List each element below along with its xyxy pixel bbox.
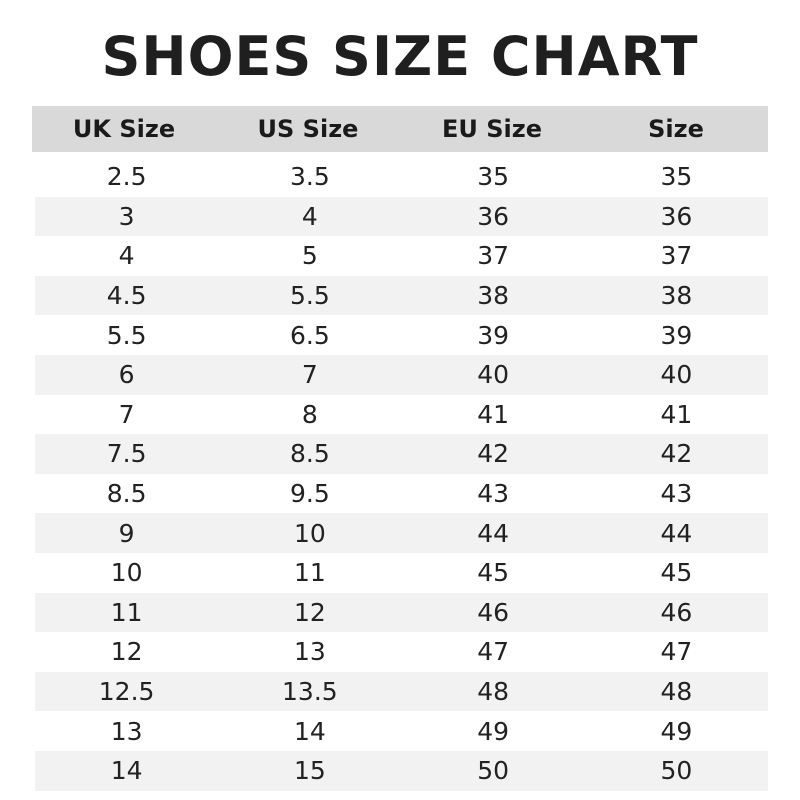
table-cell: 47 [660, 637, 693, 667]
table-cell: 44 [660, 518, 693, 548]
table-cell: 6.5 [289, 320, 330, 350]
table-row: 2.5 3.5 35 35 [35, 157, 768, 197]
table-cell: 45 [477, 558, 510, 588]
table-row: 4 5 37 37 [35, 236, 768, 276]
table-cell: 36 [477, 201, 510, 231]
table-cell: 13.5 [282, 677, 338, 707]
table-cell: 2.5 [106, 162, 147, 192]
table-row: 11 12 46 46 [35, 592, 768, 633]
table-cell: 40 [660, 360, 693, 390]
table-cell: 41 [477, 399, 510, 429]
table-row: 12.5 13.5 48 48 [35, 671, 768, 712]
table-cell: 9.5 [289, 479, 330, 509]
table-cell: 8 [301, 399, 318, 429]
table-row: 13 14 49 49 [35, 711, 768, 751]
table-row: 3 4 36 36 [35, 196, 768, 237]
table-row: 6 7 40 40 [35, 354, 768, 395]
table-cell: 8.5 [289, 439, 330, 469]
table-cell: 6 [118, 360, 135, 390]
table-cell: 7.5 [106, 439, 147, 469]
size-chart-table: UK Size US Size EU Size Size 2.5 3.5 35 35 3… [32, 106, 768, 791]
table-cell: 14 [110, 756, 143, 786]
table-cell: 5.5 [106, 320, 147, 350]
table-cell: 4.5 [106, 281, 147, 311]
table-cell: 36 [660, 201, 693, 231]
page-title: SHOES SIZE CHART [101, 25, 699, 88]
table-cell: 42 [477, 439, 510, 469]
table-row: 8.5 9.5 43 43 [35, 474, 768, 514]
table-cell: 3 [118, 201, 135, 231]
table-cell: 46 [477, 597, 510, 627]
column-header: UK Size [72, 115, 176, 143]
table-row: 7 8 41 41 [35, 395, 768, 435]
table-cell: 4 [301, 201, 318, 231]
table-cell: 35 [660, 162, 693, 192]
table-cell: 39 [660, 320, 693, 350]
table-row: 4.5 5.5 38 38 [35, 275, 768, 316]
table-row: 9 10 44 44 [35, 513, 768, 553]
table-cell: 45 [660, 558, 693, 588]
table-cell: 10 [110, 558, 143, 588]
table-cell: 5.5 [289, 281, 330, 311]
table-row: 10 11 45 45 [35, 553, 768, 593]
table-cell: 49 [477, 716, 510, 746]
table-cell: 7 [301, 360, 318, 390]
table-cell: 44 [477, 518, 510, 548]
table-cell: 5 [301, 241, 318, 271]
table-cell: 41 [660, 399, 693, 429]
table-cell: 9 [118, 518, 135, 548]
table-cell: 46 [660, 597, 693, 627]
table-cell: 50 [660, 756, 693, 786]
table-cell: 47 [477, 637, 510, 667]
table-cell: 4 [118, 241, 135, 271]
table-cell: 49 [660, 716, 693, 746]
table-cell: 13 [110, 716, 143, 746]
table-cell: 48 [660, 677, 693, 707]
table-cell: 43 [477, 479, 510, 509]
table-cell: 14 [293, 716, 326, 746]
table-body: 2.5 3.5 35 35 3 4 36 36 4 5 37 37 4.5 5.5 38 38 5.5 6.5 39… [32, 157, 768, 791]
table-cell: 42 [660, 439, 693, 469]
table-cell: 37 [477, 241, 510, 271]
column-header: US Size [257, 115, 359, 143]
table-cell: 35 [477, 162, 510, 192]
table-cell: 48 [477, 677, 510, 707]
table-header: UK Size US Size EU Size Size [32, 106, 768, 152]
table-cell: 11 [110, 597, 143, 627]
table-cell: 38 [660, 281, 693, 311]
table-cell: 15 [293, 756, 326, 786]
table-row: 5.5 6.5 39 39 [35, 315, 768, 355]
table-row: 14 15 50 50 [35, 750, 768, 791]
table-row: 12 13 47 47 [35, 632, 768, 672]
table-cell: 43 [660, 479, 693, 509]
column-header: Size [648, 115, 704, 143]
table-cell: 10 [293, 518, 326, 548]
table-cell: 37 [660, 241, 693, 271]
table-cell: 12.5 [98, 677, 155, 707]
table-cell: 39 [477, 320, 510, 350]
column-header: EU Size [442, 115, 542, 143]
table-cell: 12 [110, 637, 143, 667]
table-cell: 3.5 [289, 162, 330, 192]
table-row: 7.5 8.5 42 42 [35, 434, 768, 474]
table-cell: 40 [477, 360, 510, 390]
table-cell: 13 [293, 637, 326, 667]
table-cell: 7 [118, 399, 135, 429]
table-cell: 8.5 [106, 479, 147, 509]
table-cell: 11 [293, 558, 326, 588]
table-cell: 50 [477, 756, 510, 786]
table-cell: 12 [293, 597, 326, 627]
table-cell: 38 [477, 281, 510, 311]
